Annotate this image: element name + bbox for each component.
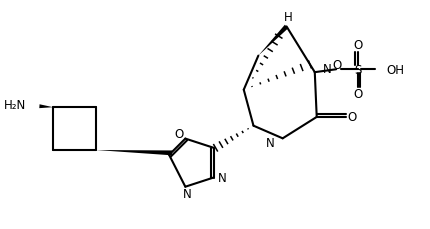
- Text: O: O: [347, 111, 356, 124]
- Text: N: N: [266, 136, 275, 149]
- Text: O: O: [353, 88, 362, 101]
- Text: N: N: [322, 63, 331, 75]
- Polygon shape: [39, 105, 53, 109]
- Polygon shape: [258, 26, 288, 56]
- Polygon shape: [96, 150, 172, 156]
- Text: H₂N: H₂N: [3, 98, 26, 111]
- Text: O: O: [332, 59, 342, 72]
- Text: N: N: [183, 187, 192, 200]
- Text: O: O: [353, 39, 362, 52]
- Text: S: S: [354, 63, 361, 76]
- Text: H: H: [284, 11, 293, 24]
- Text: N: N: [218, 171, 227, 184]
- Text: O: O: [174, 128, 183, 141]
- Text: OH: OH: [387, 63, 405, 76]
